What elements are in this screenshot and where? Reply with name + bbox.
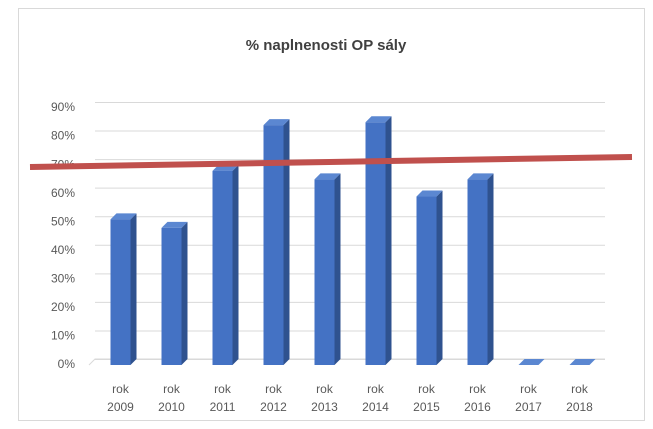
chart-title: % naplnenosti OP sály xyxy=(246,37,407,54)
x-tick-label: rok 2013 xyxy=(311,382,338,414)
bar xyxy=(161,227,182,365)
bar-top xyxy=(161,221,188,228)
y-tick-label: 80% xyxy=(51,129,75,143)
x-tick-label: rok 2010 xyxy=(158,382,185,414)
bar-top xyxy=(263,119,290,126)
y-tick-label: 60% xyxy=(51,186,75,200)
bar-top xyxy=(416,190,443,197)
bar-side xyxy=(283,119,290,365)
bar-top xyxy=(365,116,392,123)
bar xyxy=(212,170,233,365)
y-tick-label: 50% xyxy=(51,214,75,228)
x-tick-label: rok 2018 xyxy=(566,382,593,414)
bar-top xyxy=(518,359,545,365)
bar-side xyxy=(232,164,239,365)
y-tick-label: 20% xyxy=(51,300,75,314)
bar xyxy=(110,219,131,365)
bar-side xyxy=(487,173,494,365)
bar-top xyxy=(110,213,137,220)
bar-side xyxy=(181,221,188,365)
bar xyxy=(263,125,284,365)
target-line xyxy=(29,154,633,170)
y-tick-label: 30% xyxy=(51,272,75,286)
bar-top xyxy=(569,359,596,365)
bar-top xyxy=(467,173,494,180)
bar xyxy=(314,179,335,365)
x-tick-label: rok 2009 xyxy=(107,382,134,414)
bar xyxy=(365,122,386,366)
bar xyxy=(416,196,437,365)
y-tick-label: 0% xyxy=(58,357,76,371)
x-tick-label: rok 2014 xyxy=(362,382,389,414)
x-tick-label: rok 2017 xyxy=(515,382,542,414)
x-tick-label: rok 2015 xyxy=(413,382,440,414)
x-tick-label: rok 2011 xyxy=(209,382,236,414)
y-tick-label: 10% xyxy=(51,329,75,343)
x-tick-label: rok 2012 xyxy=(260,382,287,414)
bars xyxy=(110,116,596,366)
y-tick-label: 40% xyxy=(51,243,75,257)
bar xyxy=(467,179,488,365)
bar-side xyxy=(436,190,443,365)
bar-side xyxy=(334,173,341,365)
bar-top xyxy=(314,173,341,180)
bar-side xyxy=(385,116,392,366)
x-tick-label: rok 2016 xyxy=(464,382,491,414)
y-tick-label: 90% xyxy=(51,100,75,114)
bar-side xyxy=(130,213,137,365)
